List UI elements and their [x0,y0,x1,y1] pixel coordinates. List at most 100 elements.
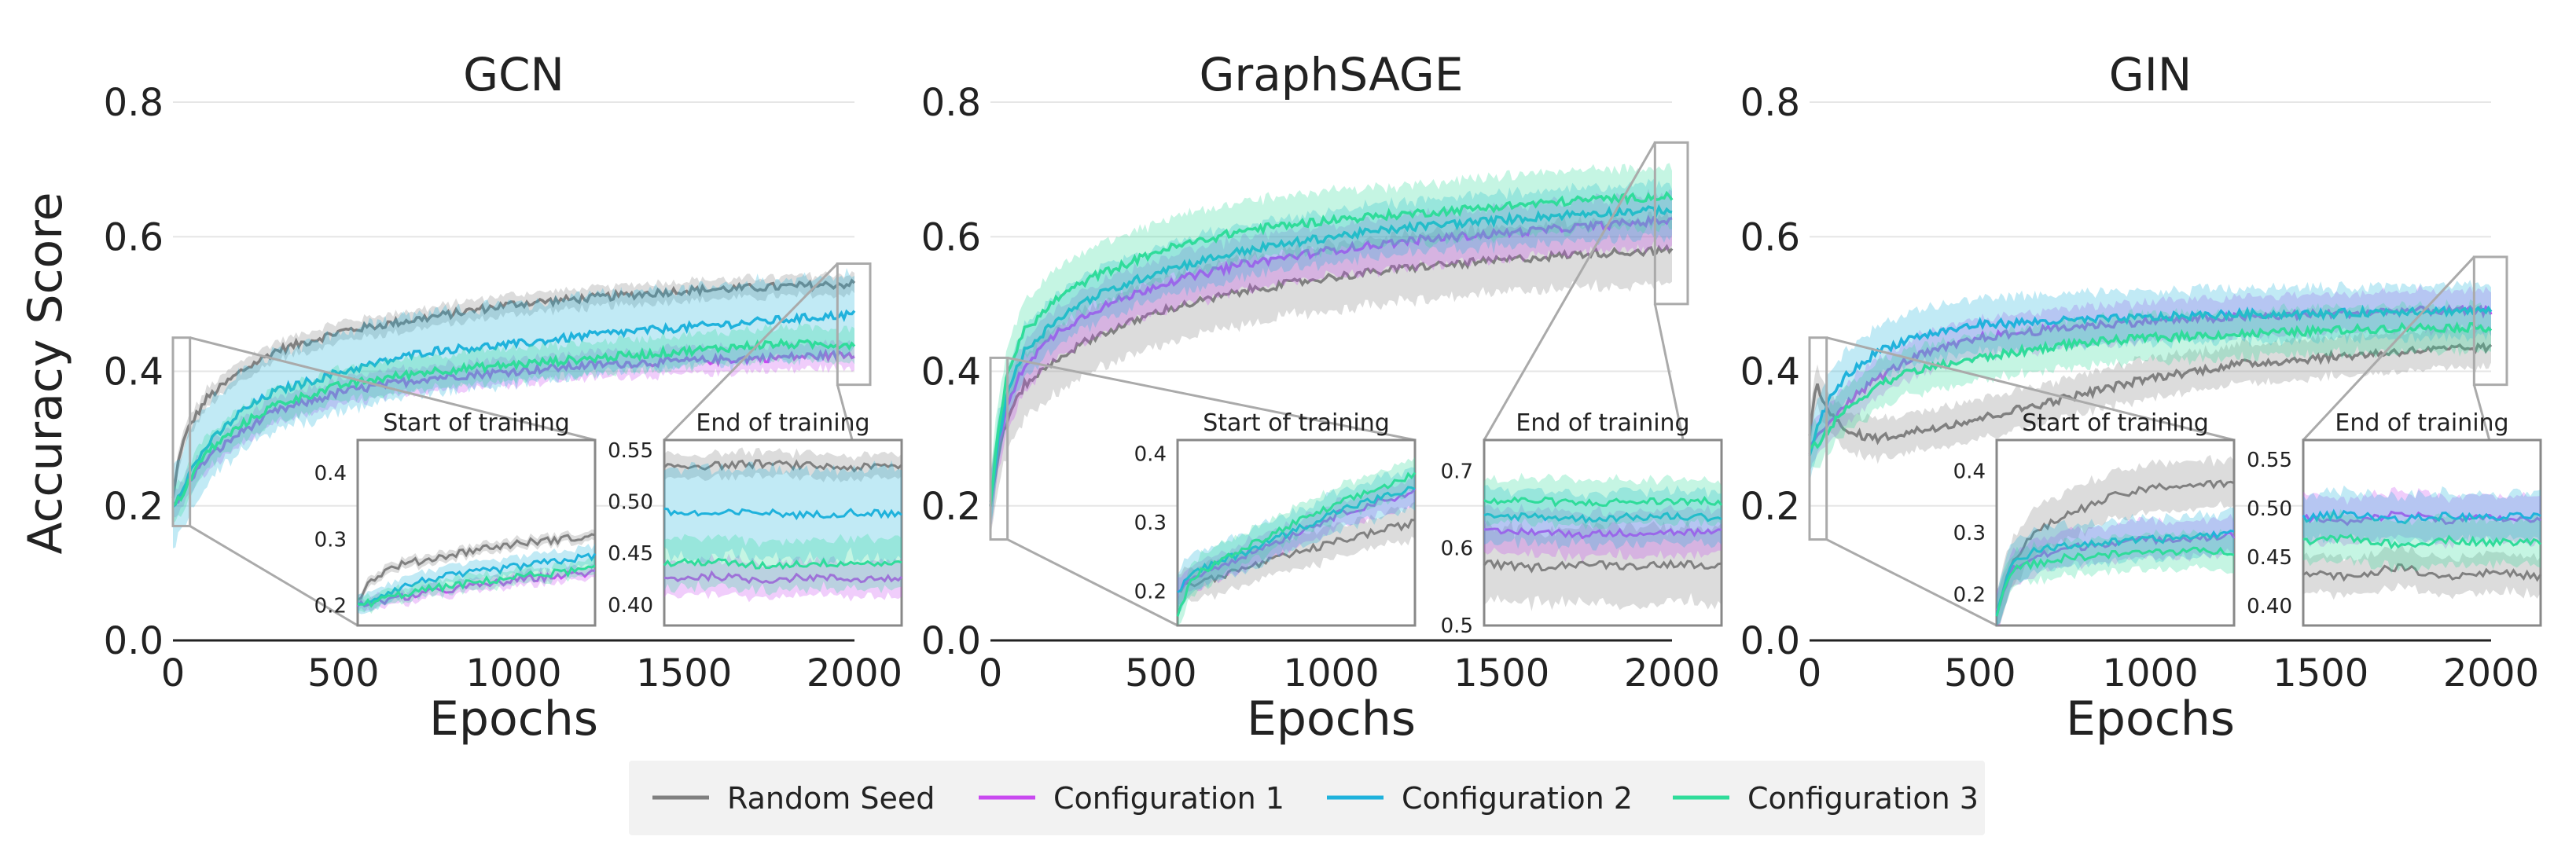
y-tick-label: 0.0 [921,619,981,663]
zoom-region [171,336,192,527]
inset-y-tick-label: 0.2 [1134,580,1167,603]
y-tick-label: 0.0 [1740,619,1800,663]
inset-frame [663,438,903,627]
connector-line [1826,336,2235,442]
inset-line-configuration-3 [1176,471,1417,617]
x-axis-label: Epochs [429,691,598,746]
line-configuration-1 [989,215,1673,506]
inset-y-tick-label: 0.7 [1441,460,1473,483]
y-tick-label: 0.2 [1740,485,1800,529]
inset-band-configuration-2 [664,460,902,567]
inset-band-configuration-2 [2303,485,2541,547]
band-configuration-1 [990,189,1672,534]
inset-y-tick-label: 0.5 [1441,614,1473,638]
inset-y-tick-label: 0.50 [608,491,653,515]
inset-title: Start of training [1203,409,1390,437]
inset-title: Start of training [383,409,570,437]
inset-band-random-seed [358,529,595,605]
inset-y-tick-label: 0.4 [1953,460,1986,483]
line-configuration-2 [989,204,1673,502]
band-random-seed [990,211,1672,537]
legend: Random Seed Configuration 1 Configuration … [629,761,1985,835]
x-tick-label: 500 [307,651,380,695]
y-tick-label: 0.6 [104,215,164,259]
inset-line-random-seed [357,533,596,601]
line-random-seed [989,244,1674,507]
legend-box [629,761,1985,835]
inset-start-of-training: Start of training 0.2 0.3 0.4 [1825,336,2236,627]
inset-line-random-seed [1995,479,2235,618]
inset-band-random-seed [1997,454,2234,625]
x-tick-label: 2000 [2443,651,2539,695]
inset-line-configuration-2 [663,507,902,521]
inset-band-configuration-3 [664,534,902,596]
connector-line [1483,141,1656,441]
legend-item-configuration-3: Configuration 3 [1673,781,1979,816]
line-configuration-3 [989,190,1674,506]
inset-y-tick-label: 0.3 [1134,512,1167,535]
line-configuration-3 [172,337,856,507]
inset-line-random-seed [1177,519,1416,593]
line-configuration-3 [1808,321,2493,450]
inset-y-tick-label: 0.45 [608,542,653,566]
x-tick-label: 2000 [807,651,902,695]
x-tick-label: 1500 [636,651,732,695]
zoom-region [1808,336,1828,541]
inset-y-tick-label: 0.50 [2247,497,2292,521]
inset-y-tick-label: 0.2 [1953,584,1986,607]
connector-line [1007,356,1416,442]
x-tick-label: 0 [161,651,186,695]
connector-line [2302,255,2475,442]
inset-y-tick-label: 0.2 [314,595,347,618]
inset-y-tick-label: 0.3 [1953,522,1986,545]
inset-title: Start of training [2022,409,2209,437]
x-tick-label: 500 [1944,651,2016,695]
inset-title: End of training [696,409,869,437]
band-configuration-2 [173,267,854,548]
inset-line-configuration-3 [663,557,902,570]
band-configuration-3 [990,163,1672,535]
legend-label: Random Seed [727,781,935,816]
inset-y-tick-label: 0.45 [2247,546,2292,570]
panel-graphsage: GraphSAGE 0.0 0.2 0.4 0.6 0.8 0 500 1000 1500 2000… [921,48,1723,746]
y-tick-label: 0.2 [104,485,164,529]
x-axis-label: Epochs [1247,691,1416,746]
connector-line [1825,538,1997,627]
inset-band-configuration-2 [1997,507,2234,625]
x-tick-label: 1500 [2273,651,2368,695]
inset-band-random-seed [2303,544,2541,600]
connector-line [1006,538,1178,627]
y-axis-label: Accuracy Score [18,192,73,554]
legend-label: Configuration 3 [1747,781,1979,816]
inset-frame [1995,438,2236,627]
inset-line-configuration-2 [1483,512,1722,524]
connector-line [189,336,596,442]
inset-end-of-training: End of training 0.40 0.45 0.50 0.55 [2247,255,2542,627]
inset-y-tick-label: 0.4 [314,462,347,486]
inset-line-configuration-2 [357,552,597,606]
y-tick-label: 0.4 [104,350,164,394]
inset-y-tick-label: 0.3 [314,528,347,552]
line-configuration-2 [171,309,856,508]
x-tick-label: 500 [1125,651,1197,695]
inset-band-configuration-3 [358,556,595,614]
y-tick-label: 0.8 [104,81,164,125]
inset-band-random-seed [1484,519,1722,611]
inset-y-tick-label: 0.55 [608,439,653,463]
inset-line-configuration-1 [1483,526,1722,540]
x-tick-label: 2000 [1624,651,1720,695]
line-random-seed [171,278,856,498]
x-tick-label: 0 [979,651,1003,695]
legend-item-random-seed: Random Seed [652,781,935,816]
inset-line-random-seed [1483,559,1722,574]
inset-band-configuration-3 [2303,508,2541,574]
inset-frame [2302,438,2542,627]
band-configuration-2 [990,178,1672,526]
zoom-region [2472,255,2508,387]
x-tick-label: 1000 [2102,651,2198,695]
inset-band-configuration-2 [1178,467,1415,612]
y-tick-label: 0.4 [1740,350,1800,394]
inset-start-of-training: Start of training 0.2 0.3 0.4 [189,336,597,627]
connector-line [189,525,358,627]
inset-band-random-seed [1178,501,1415,609]
